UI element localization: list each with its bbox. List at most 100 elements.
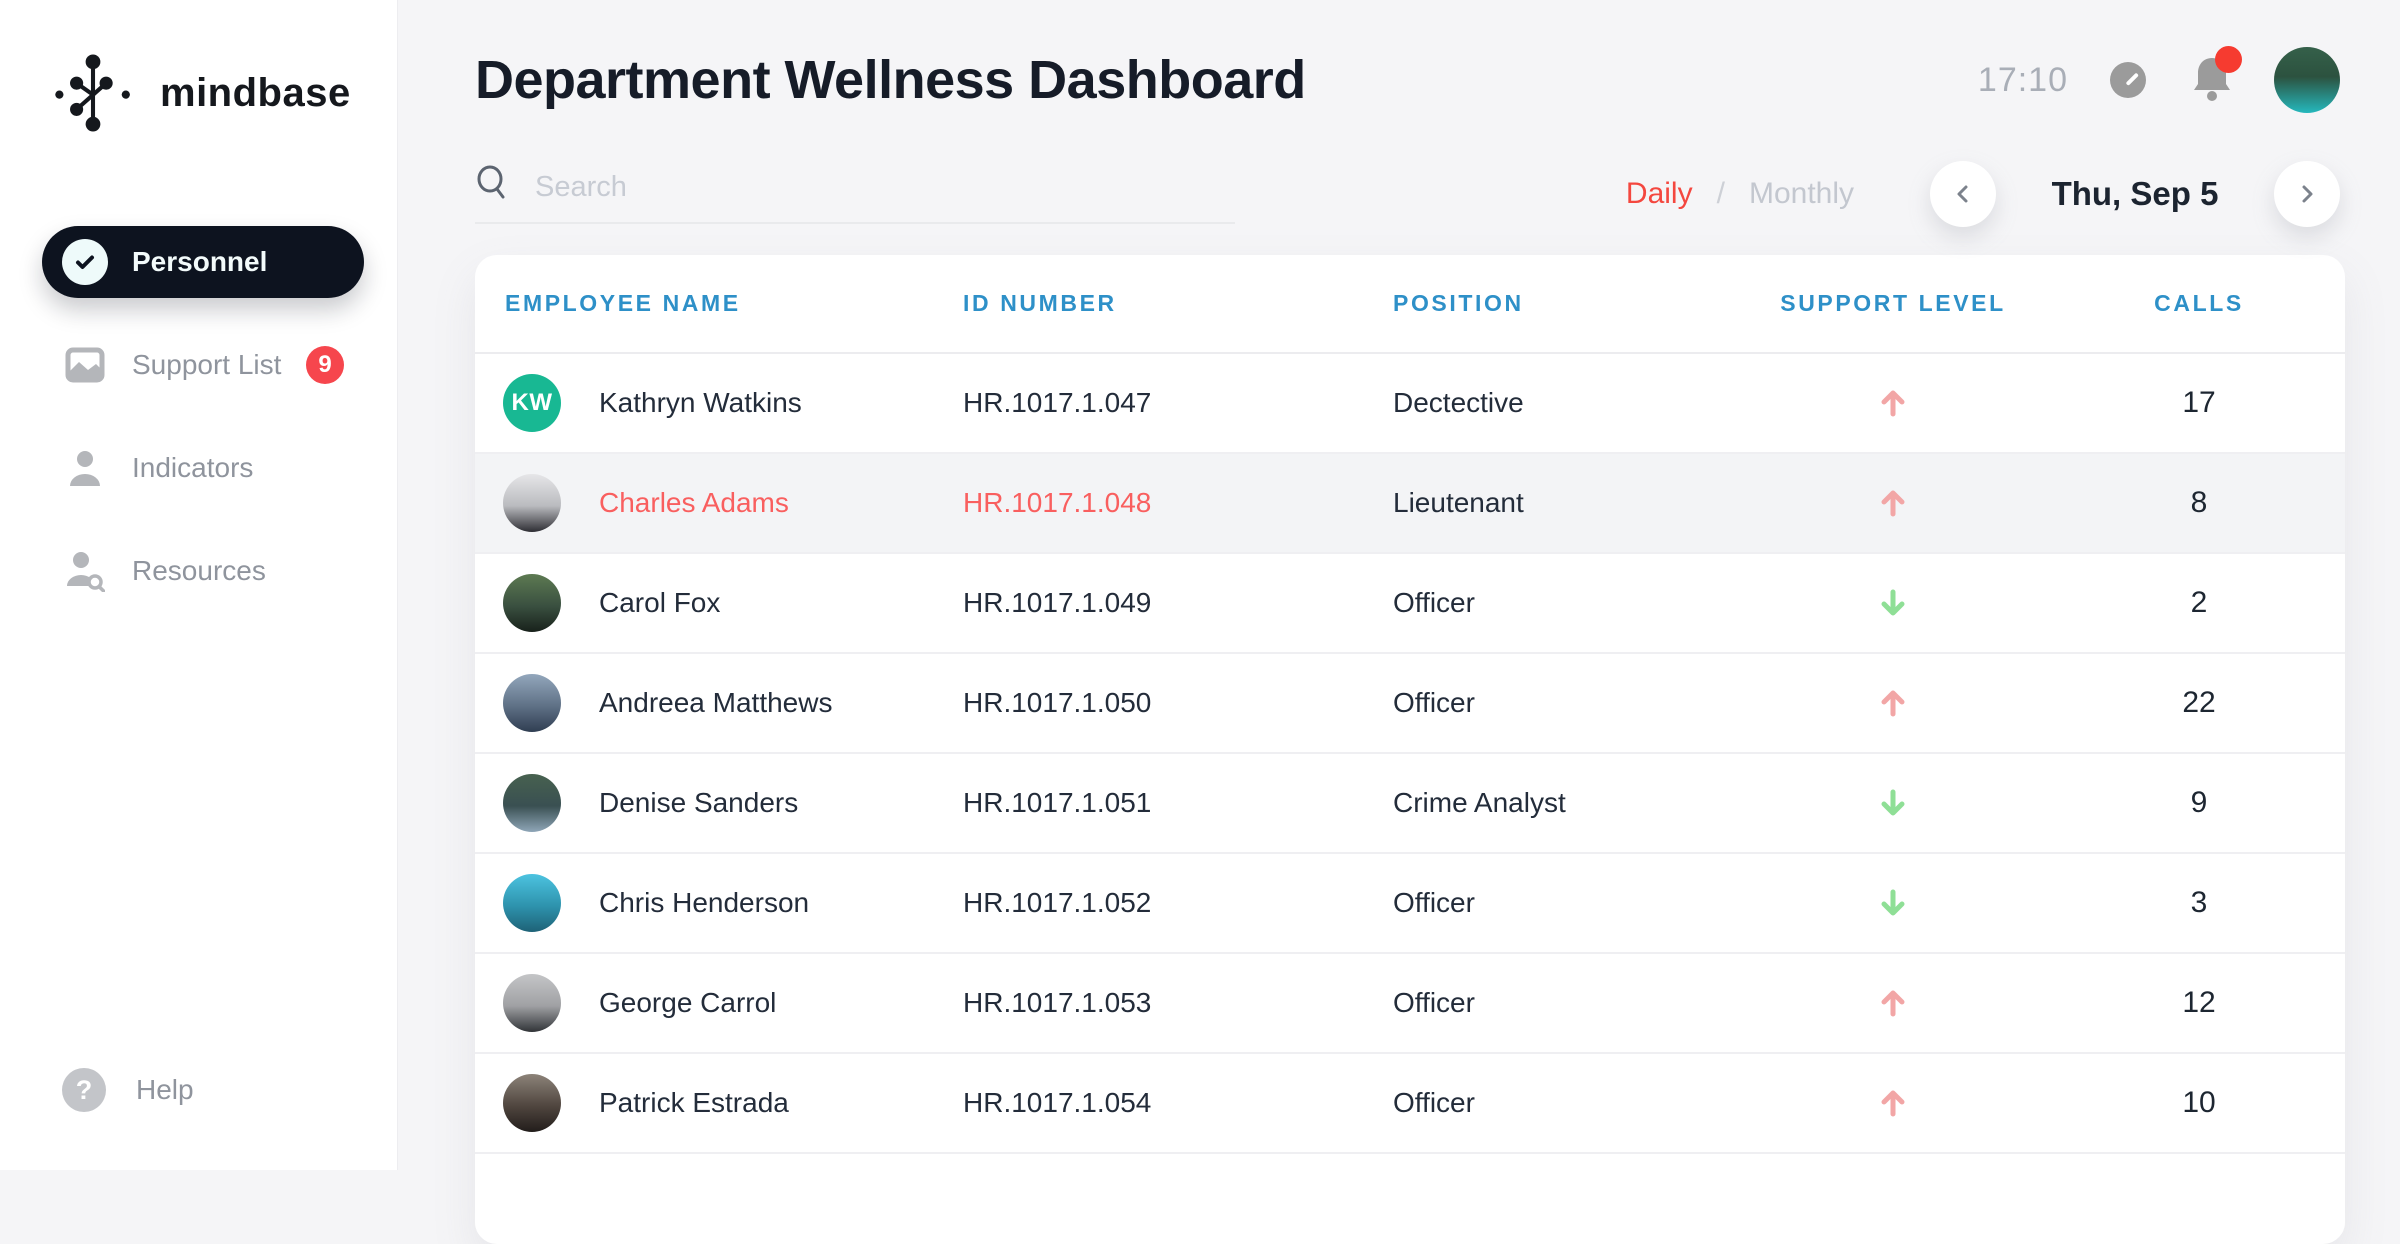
- column-position[interactable]: POSITION: [1393, 290, 1524, 316]
- notifications-button[interactable]: [2190, 45, 2242, 107]
- avatar: [503, 1074, 561, 1132]
- calls-count: 17: [2182, 386, 2216, 419]
- sidebar-item-label: Personnel: [132, 246, 268, 277]
- employee-position: Officer: [1393, 987, 1475, 1018]
- calls-count: 8: [2190, 486, 2208, 519]
- date-navigation: Thu, Sep 5: [1930, 161, 2340, 227]
- view-monthly[interactable]: Monthly: [1748, 177, 1854, 210]
- employee-id: HR.1017.1.050: [963, 687, 1152, 718]
- column-support-level[interactable]: SUPPORT LEVEL: [1780, 290, 2006, 316]
- avatar: [503, 774, 561, 832]
- person-search-icon: [62, 548, 108, 594]
- chevron-left-icon: [1957, 185, 1968, 203]
- sidebar-item-label: Support List: [132, 349, 282, 380]
- employee-id: HR.1017.1.051: [963, 787, 1152, 818]
- table-header-row: EMPLOYEE NAME ID NUMBER POSITION SUPPORT…: [475, 255, 2345, 354]
- avatar: [503, 974, 561, 1032]
- calls-count: 12: [2182, 986, 2216, 1019]
- table-row[interactable]: Chris Henderson HR.1017.1.052 Officer 3: [475, 854, 2345, 954]
- table-row[interactable]: George Carrol HR.1017.1.053 Officer 12: [475, 954, 2345, 1054]
- search-bar: [475, 165, 1235, 224]
- table-row[interactable]: Charles Adams HR.1017.1.048 Lieutenant 8: [475, 454, 2345, 554]
- table-row[interactable]: Carol Fox HR.1017.1.049 Officer 2: [475, 554, 2345, 654]
- calls-count: 3: [2190, 886, 2208, 919]
- employee-id: HR.1017.1.048: [963, 487, 1152, 518]
- employee-name: Chris Henderson: [599, 887, 810, 918]
- avatar: [503, 474, 561, 532]
- table-body: KW Kathryn Watkins HR.1017.1.047 Dectect…: [475, 354, 2345, 1154]
- sidebar-item-resources[interactable]: Resources: [42, 535, 364, 607]
- search-icon[interactable]: [475, 165, 511, 210]
- personnel-table-card: EMPLOYEE NAME ID NUMBER POSITION SUPPORT…: [475, 255, 2345, 1244]
- employee-id: HR.1017.1.047: [963, 387, 1152, 418]
- table-row[interactable]: Denise Sanders HR.1017.1.051 Crime Analy…: [475, 754, 2345, 854]
- check-circle-icon: [62, 239, 108, 285]
- employee-id: HR.1017.1.054: [963, 1087, 1152, 1118]
- sidebar-item-help[interactable]: ? Help: [62, 1068, 194, 1112]
- employee-name: Carol Fox: [599, 587, 721, 618]
- employee-position: Officer: [1393, 887, 1475, 918]
- prev-date-button[interactable]: [1930, 161, 1996, 227]
- page-title: Department Wellness Dashboard: [475, 50, 1306, 110]
- sidebar-item-personnel[interactable]: Personnel: [42, 226, 364, 298]
- employee-position: Lieutenant: [1393, 487, 1524, 518]
- support-up-icon: [1876, 386, 1910, 420]
- sidebar-item-support-list[interactable]: Support List 9: [42, 329, 364, 401]
- calls-count: 2: [2190, 586, 2208, 619]
- employee-position: Dectective: [1393, 387, 1524, 418]
- column-id-number[interactable]: ID NUMBER: [963, 290, 1117, 316]
- mindbase-logo-icon: [52, 52, 134, 134]
- brand-logo: mindbase: [0, 0, 397, 134]
- support-down-icon: [1876, 886, 1910, 920]
- clock-time: 17:10: [1977, 60, 2068, 99]
- employee-id: HR.1017.1.053: [963, 987, 1152, 1018]
- employee-position: Officer: [1393, 587, 1475, 618]
- timer-icon[interactable]: [2110, 62, 2146, 98]
- user-avatar[interactable]: [2274, 47, 2340, 113]
- chevron-right-icon: [2302, 185, 2313, 203]
- support-up-icon: [1876, 1086, 1910, 1120]
- calls-count: 10: [2182, 1086, 2216, 1119]
- employee-name: Andreea Matthews: [599, 687, 833, 718]
- employee-name: Charles Adams: [599, 487, 789, 518]
- table-row-partial: [475, 1154, 2345, 1234]
- view-daily[interactable]: Daily: [1625, 177, 1693, 210]
- support-down-icon: [1876, 786, 1910, 820]
- calls-count: 9: [2190, 786, 2208, 819]
- sidebar-nav: Personnel Support List 9 Indicators: [42, 226, 364, 607]
- employee-name: Kathryn Watkins: [599, 387, 802, 418]
- employee-name: George Carrol: [599, 987, 777, 1018]
- employee-name: Patrick Estrada: [599, 1087, 789, 1118]
- avatar: KW: [503, 374, 561, 432]
- table-row[interactable]: KW Kathryn Watkins HR.1017.1.047 Dectect…: [475, 354, 2345, 454]
- search-input[interactable]: [533, 169, 1137, 205]
- header-meta: 17:10: [1977, 45, 2340, 113]
- page-header: Department Wellness Dashboard 17:10: [475, 40, 2340, 120]
- sidebar-item-indicators[interactable]: Indicators: [42, 432, 364, 504]
- notification-dot: [2215, 45, 2242, 73]
- employee-name: Denise Sanders: [599, 787, 799, 818]
- column-calls[interactable]: CALLS: [2154, 290, 2244, 316]
- employee-position: Officer: [1393, 1087, 1475, 1118]
- view-toggle: Daily / Monthly: [1626, 177, 1854, 211]
- current-date[interactable]: Thu, Sep 5: [2051, 175, 2219, 212]
- main-content: Department Wellness Dashboard 17:10: [398, 0, 2400, 1244]
- support-up-icon: [1876, 686, 1910, 720]
- help-icon: ?: [62, 1068, 106, 1112]
- toolbar: Daily / Monthly Thu, Sep 5: [475, 160, 2340, 228]
- sidebar-item-label: Resources: [132, 555, 266, 586]
- next-date-button[interactable]: [2274, 161, 2340, 227]
- employee-id: HR.1017.1.049: [963, 587, 1152, 618]
- support-list-badge: 9: [306, 346, 344, 384]
- table-row[interactable]: Andreea Matthews HR.1017.1.050 Officer 2…: [475, 654, 2345, 754]
- employee-position: Officer: [1393, 687, 1475, 718]
- sidebar: mindbase Personnel Support List 9: [0, 0, 398, 1170]
- support-up-icon: [1876, 486, 1910, 520]
- column-employee-name[interactable]: EMPLOYEE NAME: [505, 290, 741, 316]
- table-row[interactable]: Patrick Estrada HR.1017.1.054 Officer 10: [475, 1054, 2345, 1154]
- help-label: Help: [136, 1074, 194, 1105]
- sidebar-item-label: Indicators: [132, 452, 254, 483]
- avatar: [503, 574, 561, 632]
- avatar: [503, 874, 561, 932]
- avatar: [503, 674, 561, 732]
